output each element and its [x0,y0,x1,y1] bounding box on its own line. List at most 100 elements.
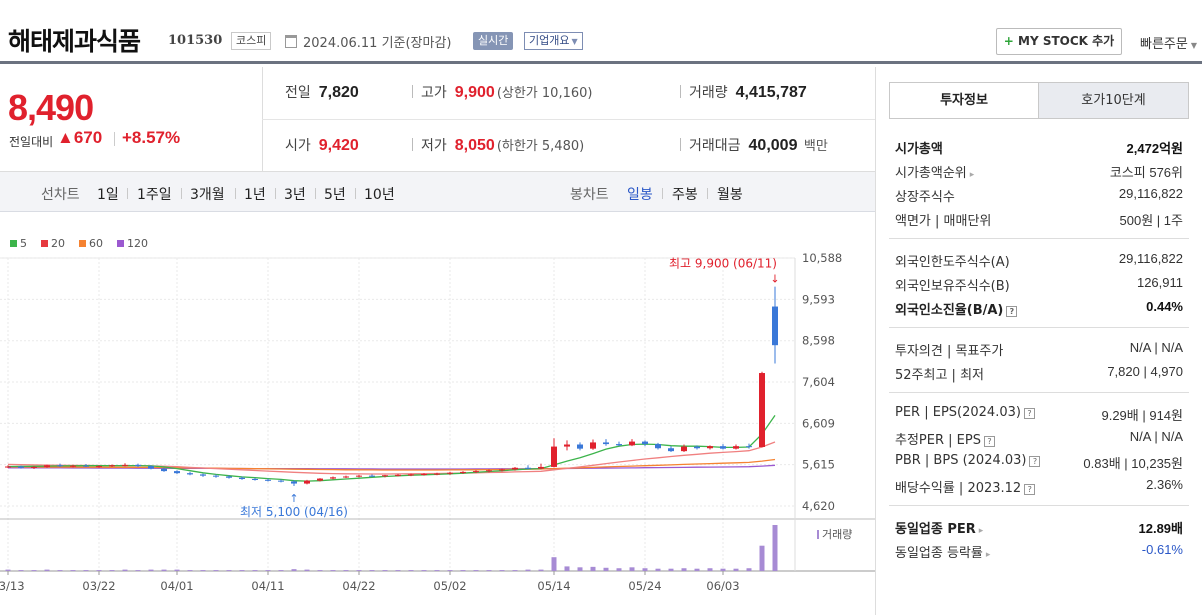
volume-bar [31,570,37,571]
market-badge: 코스피 [231,32,272,50]
info-row: 추정PER | EPS? N/A | N/A [895,427,1183,448]
volume-bar [746,568,752,571]
x-tick-label: 03/13 [0,579,25,593]
info-row[interactable]: 동일업종 PER ▸ 12.89배 [895,516,1183,537]
info-label-text: PBR | BPS (2024.03) [895,453,1027,468]
candle-body [213,475,219,477]
candle-body [499,469,505,471]
y-tick-label: 4,620 [802,499,835,513]
chart-grid [0,257,875,572]
candle-chart-label: 봉차트 [570,187,609,203]
legend-label: 5 [20,237,27,250]
info-value: 500원 | 1주 [1119,213,1183,228]
info-value: N/A | N/A [1129,429,1183,444]
volume-bar [317,570,323,571]
volume-bar [96,570,102,571]
tab-3m[interactable]: 3개월 [190,187,225,203]
info-label: 액면가 | 매매단위 [895,210,991,229]
volume-bar [174,569,180,571]
info-label: 52주최고 | 최저 [895,364,984,383]
tab-3y[interactable]: 3년 [284,187,306,203]
realtime-button[interactable]: 실시간 [473,32,514,50]
volume-bar [187,570,193,571]
volume-legend-swatch [817,530,819,539]
candle-body [525,467,531,469]
tab-monthly[interactable]: 월봉 [717,187,743,203]
add-mystock-button[interactable]: + MY STOCK 추가 [996,28,1122,55]
company-info-label: 기업개요 [529,34,570,47]
tab-investment-info[interactable]: 투자정보 [890,83,1038,118]
divider [662,188,663,199]
stat-low: 저가 8,050 (하한가 5,480) [412,135,584,155]
x-tick-label: 05/02 [433,579,466,593]
tab-daily[interactable]: 일봉 [627,187,653,203]
stat-value: 4,415,787 [735,84,807,101]
tab-1d[interactable]: 1일 [97,187,119,203]
company-info-dropdown[interactable]: 기업개요 ▼ [524,32,583,50]
ma120-line [8,464,776,470]
volume-bar [655,568,661,571]
info-label-text: 투자의견 | 목표주가 [895,344,1004,359]
info-row[interactable]: 동일업종 등락률 ▸ -0.61% [895,540,1183,561]
info-row[interactable]: 시가총액순위 ▸ 코스피 576위 [895,160,1183,181]
help-icon[interactable]: ? [983,436,995,447]
divider [355,188,356,199]
tab-5y[interactable]: 5년 [324,187,346,203]
volume-bar [200,570,206,571]
tab-orderbook[interactable]: 호가10단계 [1038,83,1188,118]
info-value: 9.29배 | 914원 [1101,408,1183,423]
legend-label: 120 [127,237,148,250]
tab-weekly[interactable]: 주봉 [672,187,698,203]
price-summary: 8,490 전일대비 ▲670 +8.57% 전일 7,820 고가 9,900 (상… [0,67,875,172]
candle-body [655,444,661,449]
quick-order-dropdown[interactable]: 빠른주문 ▼ [1140,33,1197,52]
x-tick-label: 04/11 [251,579,284,593]
info-row: 배당수익률 | 2023.12? 2.36% [895,475,1183,496]
candle-body [447,472,453,474]
info-label: 외국인소진율(B/A)? [895,299,1018,318]
volume-bars: 거래량 [5,525,852,571]
volume-bar [733,568,739,571]
candle-body [57,465,63,467]
candle-body [265,479,271,481]
tab-10y[interactable]: 10년 [364,187,395,203]
candle-body [408,474,414,476]
chevron-right-icon: ▸ [985,550,991,560]
ma5-line [7,415,776,482]
stat-label: 시가 [285,138,311,154]
divider [127,188,128,199]
candle-body [252,478,258,480]
quick-order-label: 빠른주문 [1140,37,1188,52]
help-icon[interactable]: ? [1006,306,1018,317]
price-chart[interactable]: 5 20 60 120 10,588 9,593 8,598 7,604 6,609 5,615… [0,213,875,615]
y-axis: 10,588 9,593 8,598 7,604 6,609 5,615 4,620 [802,251,842,513]
stat-label: 거래량 [689,85,728,101]
volume-bar [720,568,726,571]
candle-body [200,474,206,476]
stat-sub: (하한가 5,480) [496,139,585,154]
help-icon[interactable]: ? [1024,484,1036,495]
candle-body [421,474,427,476]
volume-bar [525,569,531,571]
candle-body [694,446,700,449]
candle-body [343,476,349,478]
info-value: 코스피 576위 [1109,165,1183,180]
candle-body [733,446,739,449]
x-tick-label: 06/03 [706,579,739,593]
info-row: 액면가 | 매매단위 500원 | 1주 [895,208,1183,229]
tab-1w[interactable]: 1주일 [137,187,172,203]
divider [889,238,1189,239]
volume-bar [551,557,557,571]
help-icon[interactable]: ? [1029,456,1041,467]
x-axis: 03/13 03/22 04/01 04/11 04/22 05/02 05/14 05/24… [0,571,740,593]
plus-icon: + [1003,34,1014,48]
info-value: 29,116,822 [1118,186,1183,201]
tab-1y[interactable]: 1년 [244,187,266,203]
volume-bar [616,568,622,571]
info-value: 0.83배 | 10,235원 [1083,456,1183,471]
help-icon[interactable]: ? [1023,408,1035,419]
candle-body [31,466,37,468]
info-label: 동일업종 등락률 ▸ [895,542,990,561]
info-label-text: 외국인한도주식수(A) [895,255,1010,270]
y-tick-label: 5,615 [802,458,835,472]
